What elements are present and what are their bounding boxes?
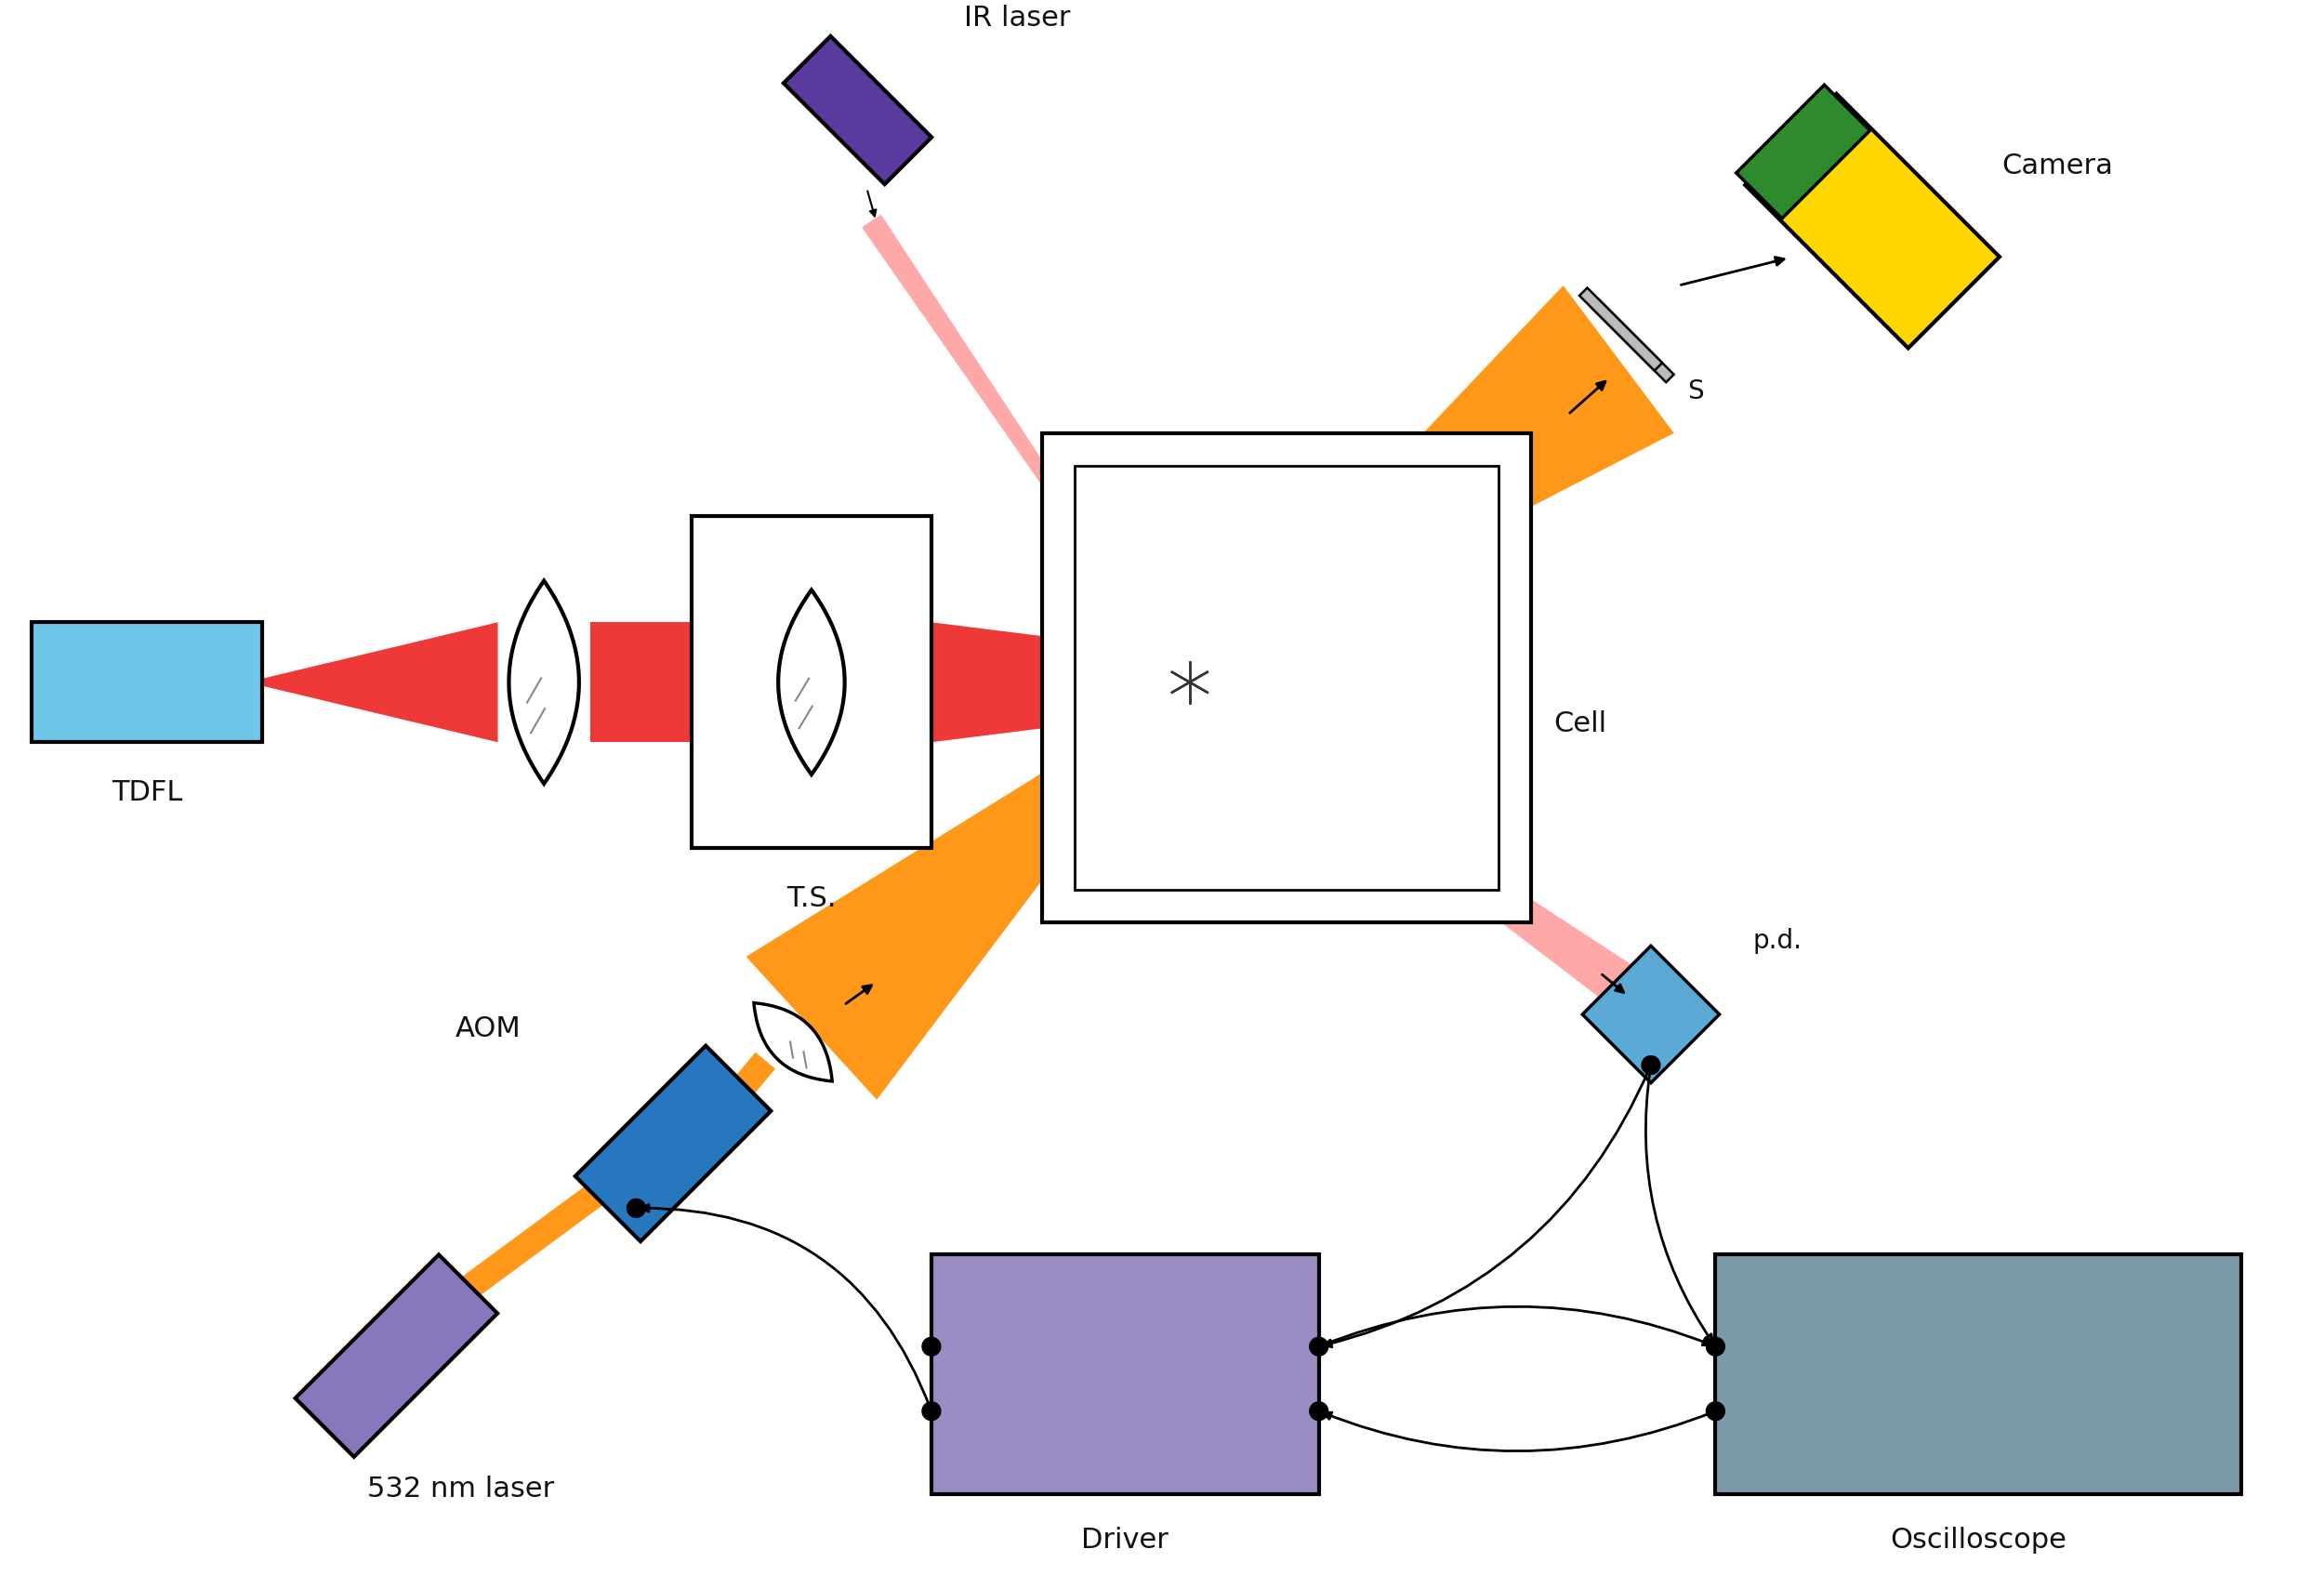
- Circle shape: [1311, 1401, 1327, 1421]
- Polygon shape: [444, 1162, 634, 1311]
- Text: p.d.: p.d.: [1752, 928, 1801, 953]
- Text: AOM: AOM: [456, 1015, 521, 1042]
- Polygon shape: [1745, 94, 1999, 348]
- Polygon shape: [1041, 636, 1190, 728]
- Polygon shape: [576, 1046, 772, 1241]
- Polygon shape: [709, 1052, 776, 1123]
- Circle shape: [923, 1401, 941, 1421]
- Circle shape: [1706, 1338, 1724, 1355]
- Polygon shape: [1580, 288, 1662, 370]
- Text: TDFL: TDFL: [112, 779, 184, 806]
- Text: IR laser: IR laser: [964, 5, 1069, 32]
- Polygon shape: [932, 623, 1041, 742]
- Polygon shape: [1736, 84, 1871, 219]
- Polygon shape: [1074, 466, 1499, 890]
- Polygon shape: [1192, 286, 1673, 680]
- Text: Driver: Driver: [1081, 1527, 1169, 1554]
- Polygon shape: [509, 580, 579, 783]
- Polygon shape: [779, 590, 844, 774]
- Polygon shape: [1197, 683, 1636, 1006]
- Text: Oscilloscope: Oscilloscope: [1889, 1527, 2066, 1554]
- Polygon shape: [693, 623, 932, 742]
- Circle shape: [1706, 1401, 1724, 1421]
- Circle shape: [1641, 1057, 1659, 1074]
- Polygon shape: [1592, 299, 1673, 383]
- Polygon shape: [33, 623, 263, 742]
- Polygon shape: [1041, 434, 1532, 922]
- Polygon shape: [1715, 1254, 2240, 1494]
- Text: S: S: [1687, 378, 1703, 405]
- Polygon shape: [932, 1254, 1318, 1494]
- Polygon shape: [693, 516, 932, 849]
- Polygon shape: [746, 685, 1188, 1100]
- Text: 532 nm laser: 532 nm laser: [367, 1476, 555, 1503]
- Circle shape: [627, 1200, 646, 1217]
- Polygon shape: [1583, 945, 1720, 1082]
- Text: T.S.: T.S.: [786, 885, 837, 912]
- Circle shape: [923, 1338, 941, 1355]
- Text: Cell: Cell: [1555, 710, 1608, 737]
- Polygon shape: [1190, 636, 1532, 728]
- Text: Camera: Camera: [2001, 153, 2113, 180]
- Polygon shape: [862, 215, 1183, 680]
- Polygon shape: [295, 1255, 497, 1457]
- Polygon shape: [590, 623, 693, 742]
- Polygon shape: [753, 1003, 832, 1081]
- Polygon shape: [263, 623, 497, 742]
- Polygon shape: [783, 37, 932, 184]
- Circle shape: [1311, 1338, 1327, 1355]
